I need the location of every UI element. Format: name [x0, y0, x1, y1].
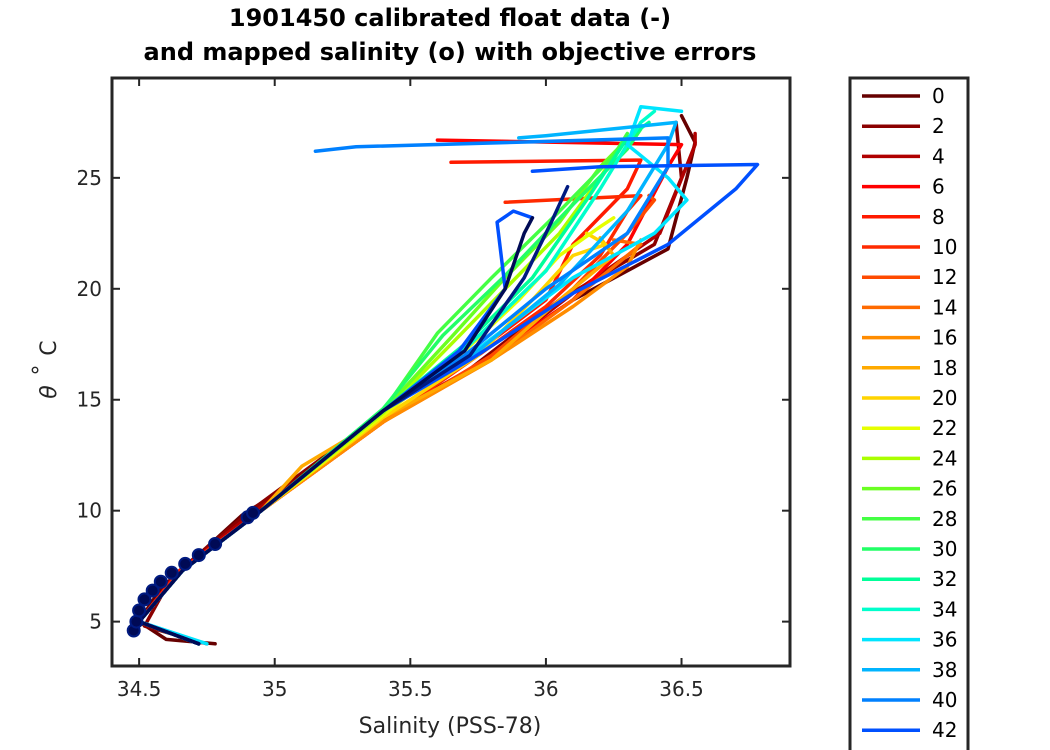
axis-ticks: 34.5 35 35.5 36 36.5 5 10 15 20 25: [77, 78, 790, 701]
mapped-point: [137, 592, 152, 607]
legend-label-18: 18: [932, 356, 957, 380]
legend-label-8: 8: [932, 205, 945, 229]
mapped-point: [145, 583, 160, 598]
mapped-point: [164, 565, 179, 580]
y-tick-label: 15: [77, 388, 102, 412]
legend-label-30: 30: [932, 537, 957, 561]
legend-label-32: 32: [932, 567, 957, 591]
legend-label-40: 40: [932, 688, 957, 712]
mapped-point: [178, 556, 193, 571]
mapped-point: [191, 548, 206, 563]
legend-label-4: 4: [932, 144, 945, 168]
y-axis-label-theta: θ: [37, 385, 62, 399]
chart-title-line1: 1901450 calibrated float data (-): [229, 4, 671, 32]
y-tick-label: 25: [77, 166, 102, 190]
y-tick-label: 5: [89, 610, 102, 634]
mapped-point: [153, 574, 168, 589]
legend-label-12: 12: [932, 265, 957, 289]
series-layer: [137, 105, 760, 646]
x-axis-label: Salinity (PSS-78): [359, 714, 542, 739]
mapped-point: [129, 614, 144, 629]
x-tick-label: 34.5: [117, 677, 162, 701]
mapped-point: [208, 537, 223, 551]
x-tick-label: 36: [533, 677, 558, 701]
y-axis-label-degree: °: [29, 365, 54, 376]
legend-label-6: 6: [932, 175, 945, 199]
series-line-unlabeled-navy-2: [137, 216, 535, 646]
y-axis-label: θ ° C: [29, 340, 62, 398]
chart-title-line2: and mapped salinity (o) with objective e…: [144, 38, 757, 66]
legend-label-22: 22: [932, 416, 957, 440]
legend-label-14: 14: [932, 295, 957, 319]
legend-label-34: 34: [932, 597, 957, 621]
legend-label-24: 24: [932, 446, 957, 470]
legend-label-36: 36: [932, 628, 957, 652]
legend-label-0: 0: [932, 84, 945, 108]
legend-label-10: 10: [932, 235, 957, 259]
x-tick-label: 35.5: [388, 677, 433, 701]
legend-label-16: 16: [932, 326, 957, 350]
legend-label-26: 26: [932, 477, 957, 501]
legend-label-20: 20: [932, 386, 957, 410]
y-axis-label-unit: C: [37, 340, 62, 355]
y-tick-label: 20: [77, 277, 102, 301]
mapped-point: [132, 603, 147, 618]
x-tick-label: 36.5: [659, 677, 704, 701]
mapped-points-layer: [126, 505, 260, 638]
legend-label-28: 28: [932, 507, 957, 531]
legend-label-42: 42: [932, 718, 957, 742]
mapped-point: [246, 505, 260, 520]
legend-label-2: 2: [932, 114, 945, 138]
y-tick-label: 10: [77, 499, 102, 523]
x-tick-label: 35: [262, 677, 287, 701]
legend-label-38: 38: [932, 658, 957, 682]
